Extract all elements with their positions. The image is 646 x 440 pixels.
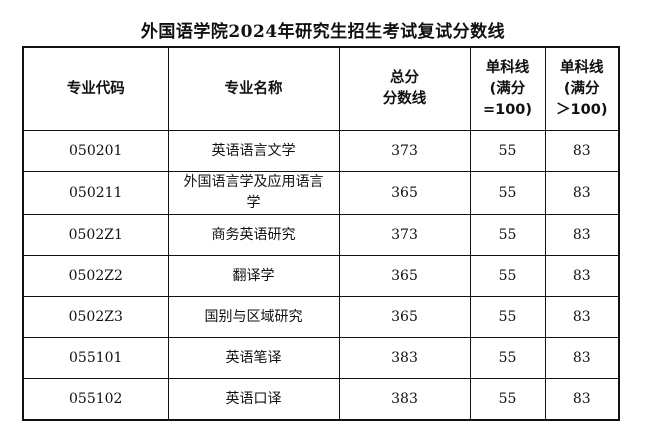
header-single100: 单科线 (满分 =100)	[469, 46, 546, 131]
cell-code: 055102	[22, 378, 169, 421]
cell-code: 050201	[22, 130, 169, 172]
header-name: 专业名称	[167, 46, 340, 131]
cell-name: 外国语言学及应用语言学	[167, 171, 340, 215]
score-table: 专业代码 专业名称 总分 分数线 单科线 (满分 =100) 单科线 (满分 ＞…	[22, 46, 620, 421]
cell-name: 商务英语研究	[167, 214, 340, 256]
cell-name: 英语语言文学	[167, 130, 340, 172]
header-single100-line3: =100)	[482, 101, 533, 118]
header-single100-line2: (满分	[489, 80, 526, 97]
cell-single100: 55	[469, 214, 546, 256]
cell-name: 国别与区域研究	[167, 296, 340, 338]
header-single-gt100-line2: (满分	[563, 80, 600, 97]
table-row: 055101 英语笔译 383 55 83	[22, 337, 620, 379]
header-single-gt100-line3: ＞100)	[556, 101, 608, 118]
cell-total: 365	[338, 296, 471, 338]
cell-code: 0502Z3	[22, 296, 169, 338]
cell-total: 383	[338, 378, 471, 421]
cell-single-gt100: 83	[544, 337, 620, 379]
table-header-row: 专业代码 专业名称 总分 分数线 单科线 (满分 =100) 单科线 (满分 ＞…	[22, 46, 620, 131]
cell-single-gt100: 83	[544, 378, 620, 421]
table-row: 050211 外国语言学及应用语言学 365 55 83	[22, 171, 620, 215]
header-total: 总分 分数线	[338, 46, 471, 131]
cell-single100: 55	[469, 171, 546, 215]
header-total-line2: 分数线	[382, 91, 427, 107]
cell-single-gt100: 83	[544, 171, 620, 215]
cell-total: 365	[338, 255, 471, 297]
cell-single100: 55	[469, 255, 546, 297]
table-row: 0502Z2 翻译学 365 55 83	[22, 255, 620, 297]
cell-code: 055101	[22, 337, 169, 379]
header-single100-line1: 单科线	[485, 59, 530, 76]
cell-single-gt100: 83	[544, 296, 620, 338]
cell-total: 373	[338, 130, 471, 172]
cell-total: 373	[338, 214, 471, 256]
cell-name: 英语笔译	[167, 337, 340, 379]
header-single-gt100-line1: 单科线	[560, 59, 604, 76]
table-row: 0502Z1 商务英语研究 373 55 83	[22, 214, 620, 256]
cell-single100: 55	[469, 378, 546, 421]
cell-code: 050211	[22, 171, 169, 215]
cell-single-gt100: 83	[544, 255, 620, 297]
cell-single-gt100: 83	[544, 130, 620, 172]
cell-code: 0502Z1	[22, 214, 169, 256]
header-single-gt100: 单科线 (满分 ＞100)	[544, 46, 620, 131]
table-row: 055102 英语口译 383 55 83	[22, 378, 620, 421]
cell-name: 翻译学	[167, 255, 340, 297]
cell-single100: 55	[469, 337, 546, 379]
cell-total: 365	[338, 171, 471, 215]
cell-single100: 55	[469, 130, 546, 172]
cell-single-gt100: 83	[544, 214, 620, 256]
table-row: 050201 英语语言文学 373 55 83	[22, 130, 620, 172]
cell-single100: 55	[469, 296, 546, 338]
header-total-line1: 总分	[390, 70, 419, 86]
table-row: 0502Z3 国别与区域研究 365 55 83	[22, 296, 620, 338]
cell-name: 英语口译	[167, 378, 340, 421]
header-code: 专业代码	[22, 46, 169, 131]
page-title: 外国语学院2024年研究生招生考试复试分数线	[140, 22, 506, 42]
cell-total: 383	[338, 337, 471, 379]
cell-code: 0502Z2	[22, 255, 169, 297]
